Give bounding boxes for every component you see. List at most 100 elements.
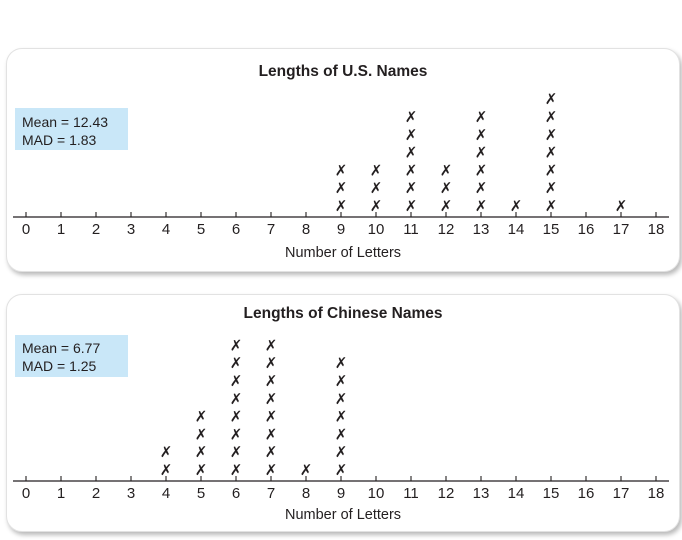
x-tick-label: 3	[127, 221, 135, 238]
x-tick-label: 5	[197, 485, 205, 502]
mean-label: Mean = 12.43	[22, 114, 108, 130]
stats-box	[15, 335, 128, 377]
x-axis-label: Number of Letters	[285, 507, 401, 523]
data-mark: ✗	[335, 462, 348, 479]
data-mark: ✗	[265, 391, 278, 408]
x-tick-label: 15	[543, 485, 560, 502]
data-mark: ✗	[510, 198, 523, 215]
x-tick-label: 10	[368, 221, 385, 238]
chinese-names-panel: Lengths of Chinese Names Mean = 6.77 MAD =…	[6, 294, 680, 532]
data-mark: ✗	[475, 127, 488, 144]
data-mark: ✗	[440, 180, 453, 197]
data-mark: ✗	[265, 462, 278, 479]
x-tick-label: 12	[438, 221, 455, 238]
x-tick-label: 14	[508, 485, 525, 502]
x-tick-label: 4	[162, 221, 170, 238]
x-tick-label: 14	[508, 221, 525, 238]
data-mark: ✗	[195, 444, 208, 461]
x-tick-label: 8	[302, 221, 310, 238]
data-mark: ✗	[475, 109, 488, 126]
mean-label: Mean = 6.77	[22, 340, 100, 356]
data-mark: ✗	[335, 444, 348, 461]
x-tick-label: 5	[197, 221, 205, 238]
data-mark: ✗	[230, 373, 243, 390]
data-mark: ✗	[545, 91, 558, 108]
data-mark: ✗	[265, 337, 278, 354]
data-mark: ✗	[230, 337, 243, 354]
data-mark: ✗	[335, 426, 348, 443]
data-mark: ✗	[265, 373, 278, 390]
x-tick-label: 13	[473, 221, 490, 238]
x-tick-label: 7	[267, 221, 275, 238]
x-tick-label: 17	[613, 485, 630, 502]
data-mark: ✗	[405, 145, 418, 162]
data-mark: ✗	[440, 198, 453, 215]
data-mark: ✗	[300, 462, 313, 479]
x-tick-label: 10	[368, 485, 385, 502]
mad-label: MAD = 1.83	[22, 132, 97, 148]
data-mark: ✗	[335, 198, 348, 215]
x-tick-label: 12	[438, 485, 455, 502]
us-names-chart: Lengths of U.S. Names Mean = 12.43 MAD = 1…	[13, 63, 669, 261]
x-tick-label: 1	[57, 221, 65, 238]
data-mark: ✗	[405, 127, 418, 144]
data-mark: ✗	[335, 373, 348, 390]
x-tick-label: 15	[543, 221, 560, 238]
data-mark: ✗	[475, 145, 488, 162]
us-names-panel: Lengths of U.S. Names Mean = 12.43 MAD = 1…	[6, 48, 680, 272]
x-tick-label: 9	[337, 221, 345, 238]
data-mark: ✗	[475, 198, 488, 215]
chart-title: Lengths of Chinese Names	[244, 305, 443, 322]
data-mark: ✗	[265, 409, 278, 426]
data-mark: ✗	[545, 109, 558, 126]
data-mark: ✗	[335, 355, 348, 372]
data-mark: ✗	[475, 180, 488, 197]
mad-label: MAD = 1.25	[22, 358, 97, 374]
data-mark: ✗	[160, 462, 173, 479]
data-mark: ✗	[265, 426, 278, 443]
data-mark: ✗	[440, 162, 453, 179]
x-tick-label: 7	[267, 485, 275, 502]
x-tick-label: 2	[92, 221, 100, 238]
x-tick-label: 6	[232, 221, 240, 238]
data-mark: ✗	[335, 391, 348, 408]
data-mark: ✗	[195, 462, 208, 479]
data-mark: ✗	[230, 409, 243, 426]
x-tick-label: 6	[232, 485, 240, 502]
x-tick-label: 18	[648, 221, 665, 238]
data-mark: ✗	[230, 426, 243, 443]
data-mark: ✗	[370, 198, 383, 215]
chinese-names-chart: Lengths of Chinese Names Mean = 6.77 MAD =…	[13, 305, 669, 523]
data-mark: ✗	[230, 391, 243, 408]
data-mark: ✗	[545, 145, 558, 162]
data-mark: ✗	[545, 198, 558, 215]
stats-box	[15, 108, 128, 150]
x-tick-label: 11	[403, 485, 419, 502]
data-mark: ✗	[405, 162, 418, 179]
data-mark: ✗	[405, 109, 418, 126]
data-mark: ✗	[230, 444, 243, 461]
x-tick-label: 2	[92, 485, 100, 502]
x-tick-label: 17	[613, 221, 630, 238]
x-tick-label: 8	[302, 485, 310, 502]
x-tick-label: 4	[162, 485, 170, 502]
x-tick-label: 0	[22, 221, 30, 238]
x-tick-label: 1	[57, 485, 65, 502]
data-mark: ✗	[370, 180, 383, 197]
data-mark: ✗	[230, 462, 243, 479]
data-mark: ✗	[545, 127, 558, 144]
chart-title: Lengths of U.S. Names	[259, 63, 428, 80]
data-mark: ✗	[195, 409, 208, 426]
x-tick-label: 18	[648, 485, 665, 502]
data-mark: ✗	[545, 180, 558, 197]
x-tick-label: 13	[473, 485, 490, 502]
x-tick-label: 16	[578, 485, 595, 502]
data-mark: ✗	[335, 162, 348, 179]
x-tick-label: 0	[22, 485, 30, 502]
data-mark: ✗	[230, 355, 243, 372]
data-mark: ✗	[160, 444, 173, 461]
data-mark: ✗	[265, 355, 278, 372]
x-tick-label: 9	[337, 485, 345, 502]
x-tick-label: 11	[403, 221, 419, 238]
data-mark: ✗	[265, 444, 278, 461]
